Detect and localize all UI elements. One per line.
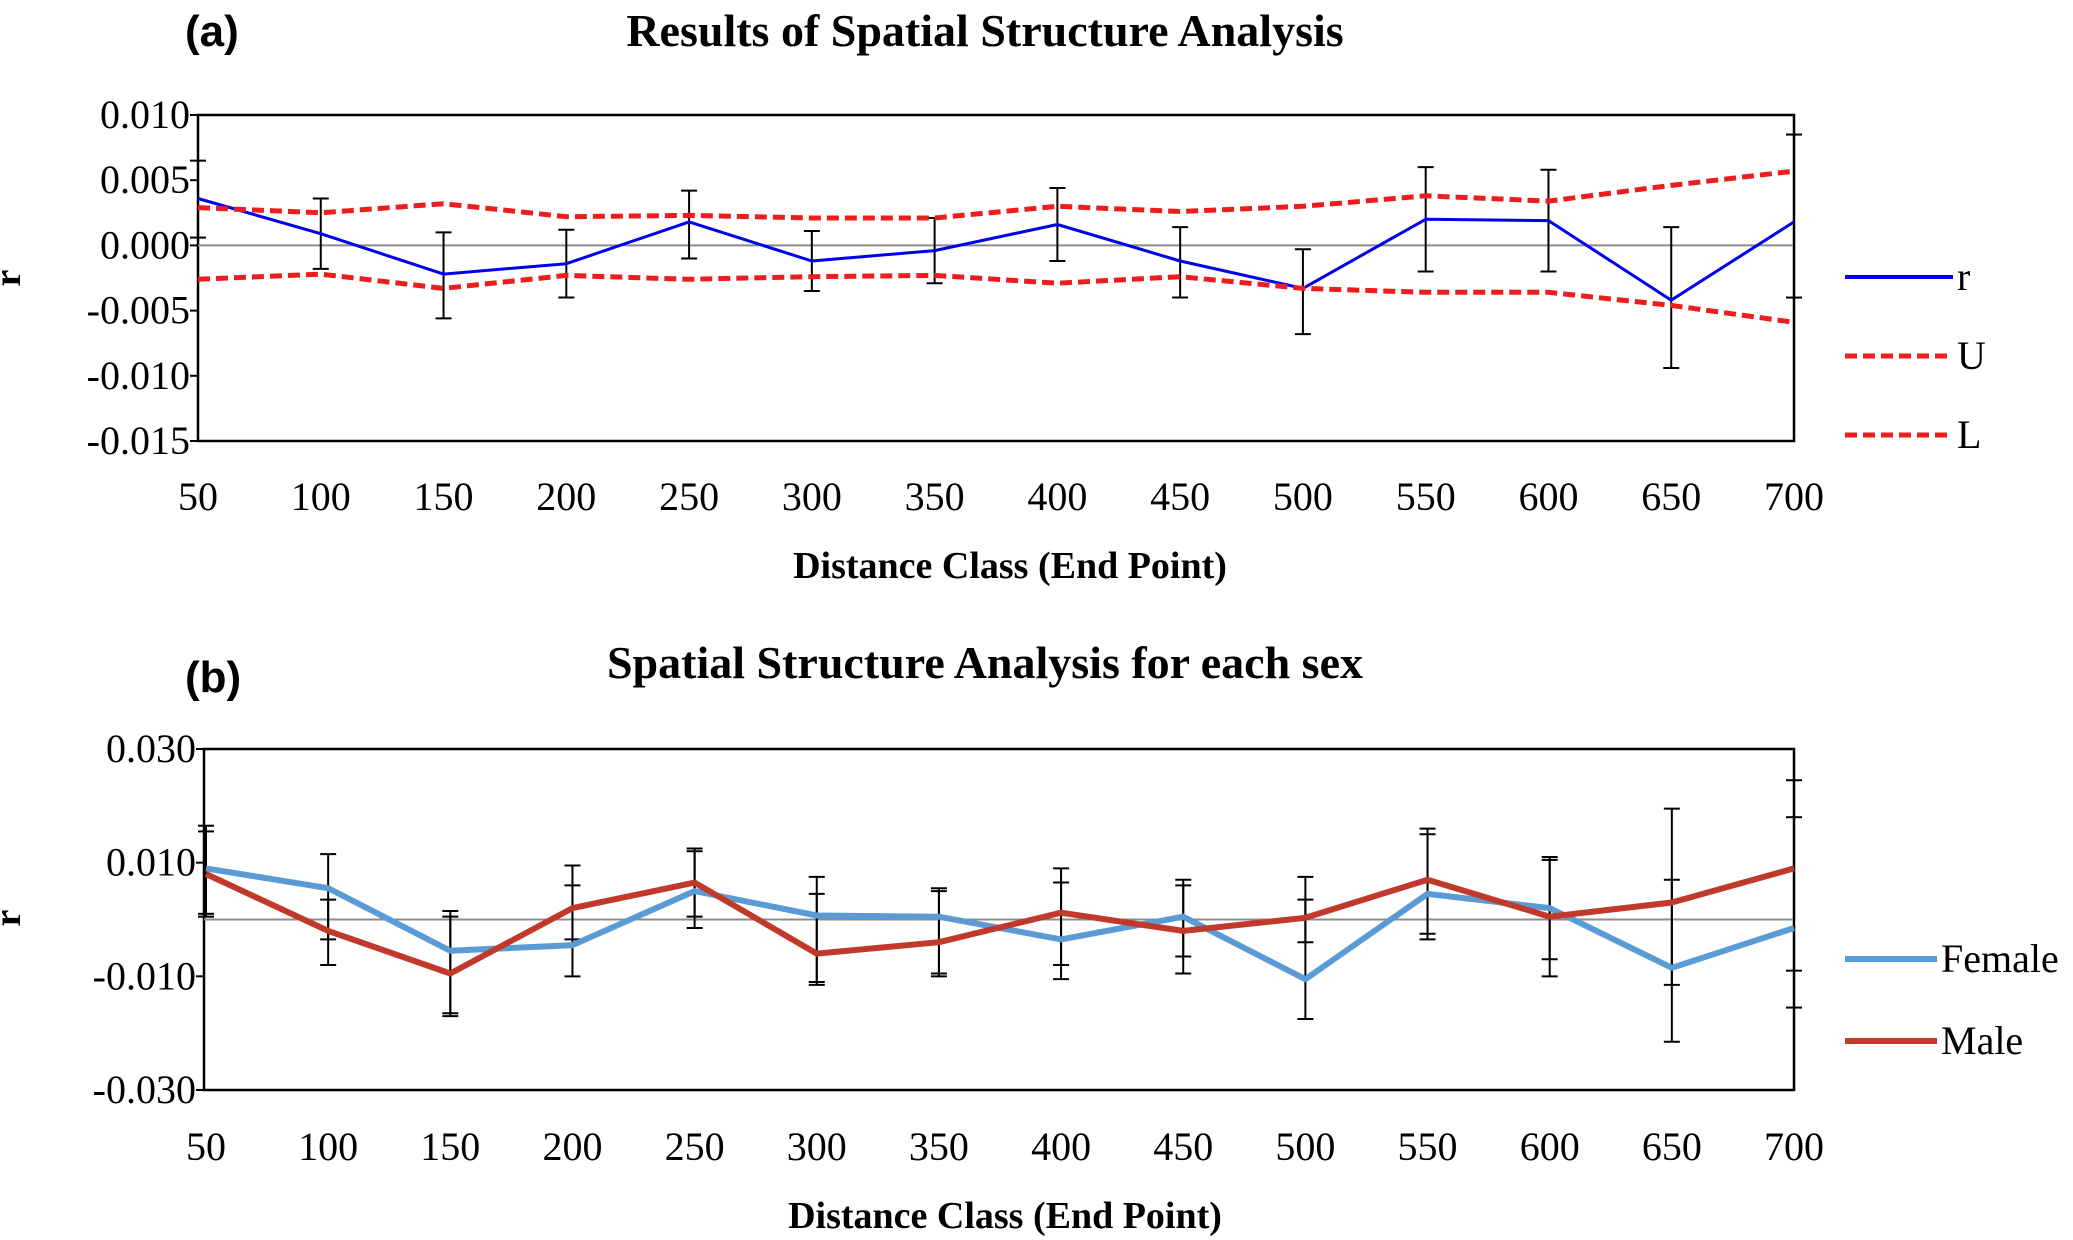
error-bar bbox=[564, 864, 581, 941]
panel-a-legend: rUL bbox=[1845, 254, 1986, 457]
x-tick-label: 400 bbox=[1031, 1124, 1091, 1169]
x-tick-label: 200 bbox=[536, 474, 596, 519]
y-tick-label: 0.010 bbox=[100, 92, 190, 137]
legend-label: Female bbox=[1941, 936, 2059, 981]
panel-b-y-axis-label: r bbox=[0, 909, 29, 926]
series-line-u bbox=[197, 168, 1795, 221]
legend-entry-male: Male bbox=[1845, 1018, 2023, 1063]
x-tick-label: 150 bbox=[414, 474, 474, 519]
panel-a-y-ticks: 0.010 0.005 0.000 -0.005 -0.010 -0.015 bbox=[87, 92, 198, 463]
error-bar bbox=[1297, 898, 1314, 944]
series-line-r bbox=[197, 197, 1795, 302]
x-tick-label: 250 bbox=[665, 1124, 725, 1169]
y-tick-label: -0.005 bbox=[87, 288, 190, 333]
panel-b-x-axis-label: Distance Class (End Point) bbox=[788, 1195, 1222, 1237]
error-bar bbox=[1419, 833, 1436, 941]
panel-b: (b) Spatial Structure Analysis for each … bbox=[0, 637, 2059, 1237]
x-tick-label: 600 bbox=[1520, 1124, 1580, 1169]
panel-b-title: Spatial Structure Analysis for each sex bbox=[607, 637, 1363, 688]
error-bar bbox=[442, 915, 459, 1018]
x-tick-label: 500 bbox=[1273, 474, 1333, 519]
x-tick-label: 600 bbox=[1518, 474, 1578, 519]
x-tick-label: 100 bbox=[291, 474, 351, 519]
x-tick-label: 350 bbox=[909, 1124, 969, 1169]
series-line-male bbox=[204, 865, 1795, 977]
panel-a-x-axis-label: Distance Class (End Point) bbox=[793, 545, 1227, 587]
error-bar bbox=[1294, 248, 1311, 336]
error-bar bbox=[1786, 133, 1802, 299]
legend-entry-u: U bbox=[1845, 333, 1986, 378]
legend-entry-female: Female bbox=[1845, 936, 2059, 981]
panel-b-x-ticks: 50 100 150 200 250 300 350 400 450 500 550 600 650 70… bbox=[186, 1124, 1824, 1169]
legend-label: r bbox=[1957, 254, 1970, 299]
panel-b-label: (b) bbox=[185, 653, 241, 702]
panel-a-title: Results of Spatial Structure Analysis bbox=[626, 5, 1343, 56]
y-tick-label: -0.010 bbox=[87, 353, 190, 398]
x-tick-label: 450 bbox=[1150, 474, 1210, 519]
panel-a-y-axis-label: r bbox=[0, 269, 29, 286]
x-tick-label: 650 bbox=[1641, 474, 1701, 519]
panel-b-y-ticks: 0.030 0.010 -0.010 -0.030 bbox=[93, 726, 204, 1112]
x-tick-label: 500 bbox=[1275, 1124, 1335, 1169]
x-tick-label: 300 bbox=[787, 1124, 847, 1169]
y-tick-label: -0.015 bbox=[87, 418, 190, 463]
error-bar bbox=[930, 890, 947, 975]
x-tick-label: 50 bbox=[178, 474, 218, 519]
error-bar bbox=[808, 892, 825, 986]
legend-label: L bbox=[1957, 412, 1981, 457]
x-tick-label: 100 bbox=[298, 1124, 358, 1169]
x-tick-label: 700 bbox=[1764, 474, 1824, 519]
legend-entry-r: r bbox=[1845, 254, 1970, 299]
x-tick-label: 150 bbox=[420, 1124, 480, 1169]
x-tick-label: 650 bbox=[1642, 1124, 1702, 1169]
x-tick-label: 300 bbox=[782, 474, 842, 519]
x-tick-label: 550 bbox=[1396, 474, 1456, 519]
x-tick-label: 550 bbox=[1398, 1124, 1458, 1169]
panel-a: (a) Results of Spatial Structure Analysi… bbox=[0, 5, 1986, 587]
x-tick-label: 50 bbox=[186, 1124, 226, 1169]
error-bar bbox=[1786, 816, 1802, 972]
y-tick-label: 0.010 bbox=[106, 840, 196, 885]
x-tick-label: 200 bbox=[542, 1124, 602, 1169]
x-tick-label: 450 bbox=[1153, 1124, 1213, 1169]
panel-b-series bbox=[204, 865, 1795, 983]
legend-label: U bbox=[1957, 333, 1986, 378]
legend-label: Male bbox=[1941, 1018, 2023, 1063]
panel-a-label: (a) bbox=[185, 7, 239, 56]
legend-entry-l: L bbox=[1845, 412, 1981, 457]
panel-a-series bbox=[197, 168, 1795, 325]
y-tick-label: -0.010 bbox=[93, 953, 196, 998]
y-tick-label: 0.005 bbox=[100, 157, 190, 202]
x-tick-label: 700 bbox=[1764, 1124, 1824, 1169]
x-tick-label: 350 bbox=[905, 474, 965, 519]
x-tick-label: 250 bbox=[659, 474, 719, 519]
y-tick-label: 0.030 bbox=[106, 726, 196, 771]
series-line-l bbox=[197, 271, 1795, 325]
y-tick-label: 0.000 bbox=[100, 222, 190, 267]
panel-a-x-ticks: 50 100 150 200 250 300 350 400 450 500 550 600 650 70… bbox=[178, 474, 1824, 519]
y-tick-label: -0.030 bbox=[93, 1067, 196, 1112]
x-tick-label: 400 bbox=[1027, 474, 1087, 519]
error-bar bbox=[1053, 867, 1070, 966]
error-bar bbox=[681, 189, 698, 260]
error-bar bbox=[1663, 226, 1680, 369]
panel-b-legend: Female Male bbox=[1845, 936, 2059, 1063]
